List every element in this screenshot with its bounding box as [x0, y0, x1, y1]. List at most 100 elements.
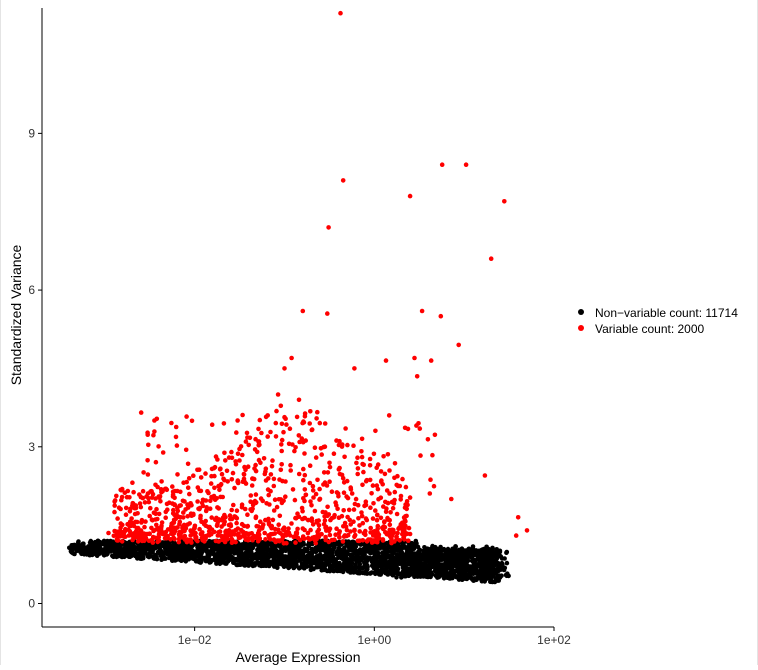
non-variable-point	[373, 562, 379, 568]
variable-point	[414, 374, 420, 379]
variable-point	[336, 494, 341, 499]
variable-point	[241, 523, 247, 529]
variable-point	[283, 416, 288, 422]
variable-point	[290, 487, 296, 492]
variable-point	[385, 500, 391, 506]
variable-point	[232, 485, 237, 491]
non-variable-point	[454, 568, 459, 573]
variable-point	[268, 472, 274, 477]
non-variable-point	[208, 550, 214, 556]
variable-point	[155, 484, 160, 490]
non-variable-point	[433, 544, 438, 550]
variable-point	[243, 439, 249, 444]
variable-point	[243, 537, 249, 542]
non-variable-point	[249, 560, 255, 566]
non-variable-point	[202, 546, 207, 552]
variable-point	[329, 489, 335, 495]
variable-point	[300, 526, 306, 531]
non-variable-point	[353, 568, 359, 574]
non-variable-point	[323, 557, 329, 563]
variable-point	[292, 497, 298, 503]
variable-point	[256, 439, 262, 444]
non-variable-point	[473, 576, 479, 582]
non-variable-point	[168, 551, 174, 556]
variable-point	[405, 502, 410, 508]
variable-point	[250, 537, 255, 543]
variable-point	[177, 533, 182, 538]
non-variable-point	[147, 545, 152, 550]
variable-point	[234, 520, 239, 526]
non-variable-point	[412, 570, 418, 575]
variable-point	[277, 513, 283, 519]
variable-point	[355, 466, 361, 471]
variable-point	[343, 524, 349, 530]
variable-point	[375, 526, 381, 531]
variable-point	[283, 494, 288, 500]
non-variable-point	[242, 557, 248, 562]
variable-point	[144, 531, 149, 537]
variable-point	[488, 256, 494, 262]
variable-point	[178, 515, 183, 520]
non-variable-point	[489, 555, 494, 560]
non-variable-point	[128, 544, 133, 549]
y-tick-label: 3	[28, 440, 35, 454]
variable-point	[281, 527, 287, 533]
variable-point	[325, 311, 330, 316]
non-variable-point	[225, 548, 230, 553]
non-variable-point	[89, 549, 94, 554]
variable-point	[198, 488, 204, 494]
variable-point	[301, 420, 307, 425]
variable-point	[334, 503, 339, 508]
variable-point	[219, 533, 224, 539]
variable-point	[303, 492, 309, 498]
non-variable-point	[396, 559, 401, 564]
variable-point	[309, 503, 314, 508]
variable-point	[367, 477, 373, 483]
non-variable-point	[215, 547, 220, 552]
variable-point	[326, 225, 331, 230]
variable-point	[138, 504, 144, 510]
variable-point	[367, 456, 373, 462]
variable-point	[310, 483, 316, 489]
variable-point	[367, 463, 373, 468]
variable-point	[360, 538, 366, 543]
variable-point	[417, 426, 423, 431]
variable-point	[313, 540, 319, 546]
non-variable-point	[336, 555, 341, 560]
variable-point	[198, 475, 204, 480]
variable-point	[401, 515, 407, 520]
variable-point	[327, 526, 333, 531]
variable-point	[170, 531, 176, 536]
variable-point	[192, 523, 198, 529]
variable-point	[248, 493, 254, 498]
non-variable-point	[473, 571, 478, 576]
variable-point	[302, 451, 307, 456]
y-axis-ticks: 0 3 6 9	[28, 126, 42, 610]
variable-point	[112, 509, 117, 515]
variable-point	[449, 496, 454, 502]
variable-point	[308, 409, 313, 414]
variable-point	[342, 454, 347, 460]
variable-point	[238, 444, 244, 449]
non-variable-point	[493, 549, 499, 554]
variable-point	[170, 494, 176, 499]
variable-point	[279, 500, 285, 506]
variable-point	[407, 531, 413, 537]
variable-point	[244, 430, 250, 436]
variable-point	[222, 450, 227, 456]
variable-point	[266, 516, 271, 522]
variable-point	[313, 455, 319, 460]
non-variable-point	[263, 563, 269, 569]
non-variable-point	[436, 574, 441, 580]
non-variable-point	[193, 559, 199, 564]
variable-point	[212, 464, 218, 470]
variable-point	[313, 491, 319, 497]
variable-point	[340, 539, 346, 544]
non-variable-point	[304, 564, 310, 569]
non-variable-point	[336, 546, 342, 551]
variable-point	[286, 526, 291, 531]
variable-point	[314, 416, 319, 421]
variable-point	[387, 522, 393, 527]
non-variable-point	[447, 571, 453, 576]
variable-point	[387, 468, 392, 473]
